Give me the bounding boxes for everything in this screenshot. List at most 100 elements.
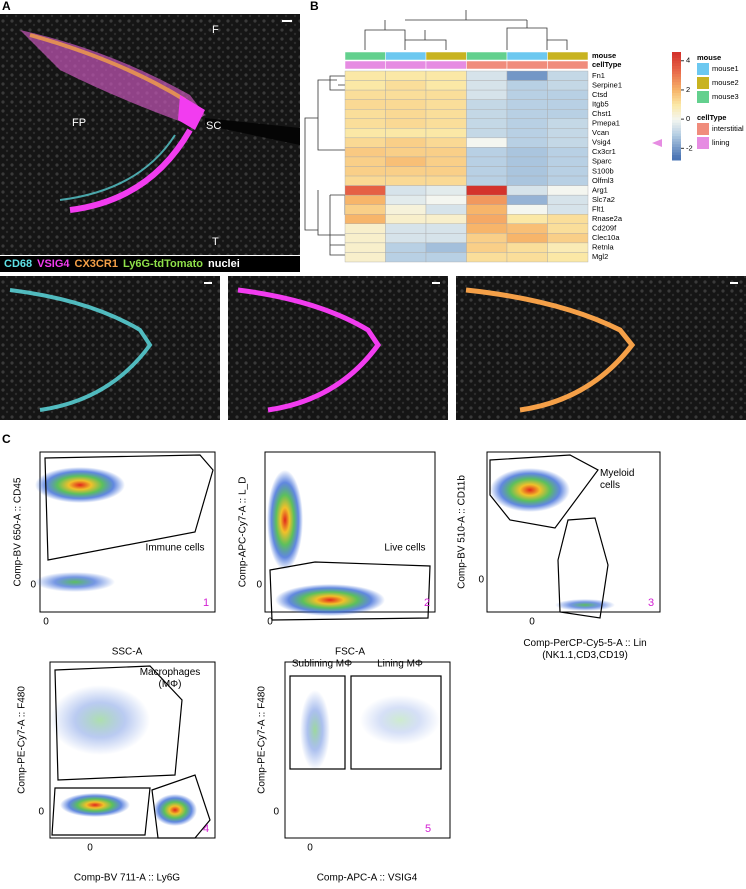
heatmap-cell <box>425 252 467 263</box>
colorbar-tick-label: 2 <box>686 85 690 94</box>
heatmap: mousecellTypeFn1Serpine1CtsdItgb5Chst1Pm… <box>344 51 744 263</box>
x-tick-label: 0 <box>43 617 49 628</box>
heatmap-cell <box>344 99 386 110</box>
colorbar-segment <box>672 138 681 142</box>
colorbar-segment <box>672 108 681 112</box>
x-tick-label: 0 <box>529 617 535 628</box>
heatmap-cell <box>425 233 467 244</box>
colorbar-segment <box>672 100 681 104</box>
gate-label: Lining MΦ <box>377 659 423 670</box>
heatmap-cell <box>425 166 467 177</box>
heatmap-cell <box>547 204 589 215</box>
heatmap-cell <box>466 233 508 244</box>
heatmap-cell <box>506 89 548 100</box>
heatmap-cell <box>344 185 386 196</box>
gate-label: Macrophages (MΦ) <box>139 667 201 690</box>
image-label: FP <box>72 117 86 129</box>
gene-label: Ctsd <box>592 90 607 99</box>
heatmap-cell <box>547 156 589 167</box>
annotation-cell <box>344 60 386 70</box>
heatmap-cell <box>547 137 589 148</box>
heatmap-cell <box>425 242 467 253</box>
colorbar-segment <box>672 76 681 80</box>
legend-title: cellType <box>697 113 726 122</box>
colorbar-segment <box>672 146 681 150</box>
heatmap-cell <box>344 204 386 215</box>
heatmap-cell <box>425 156 467 167</box>
annotation-cell <box>466 51 508 61</box>
channel-name: nuclei <box>208 258 240 270</box>
legend-swatch <box>697 123 709 135</box>
plot-number: 4 <box>203 823 209 835</box>
x-axis-label: Comp-PerCP-Cy5-5-A :: Lin (NK1.1,CD3,CD1… <box>523 638 647 661</box>
annotation-cell <box>466 60 508 70</box>
y-axis-label: Comp-PE-Cy7-A :: F480 <box>257 686 268 794</box>
legend-label: mouse1 <box>712 64 739 73</box>
image-label: SC <box>206 120 221 132</box>
heatmap-cell <box>466 223 508 234</box>
heatmap-cell <box>547 166 589 177</box>
annotation-cell <box>425 51 467 61</box>
gene-label: Sparc <box>592 157 612 166</box>
heatmap-cell <box>466 108 508 119</box>
colorbar-segment <box>672 103 681 107</box>
heatmap-cell <box>385 108 427 119</box>
heatmap-cell <box>547 242 589 253</box>
heatmap-cell <box>385 223 427 234</box>
heatmap-cell <box>385 80 427 91</box>
heatmap-cell <box>385 214 427 225</box>
gene-label: Cd209f <box>592 224 617 233</box>
x-axis-label: SSC-A <box>112 647 143 658</box>
annotation-cell <box>425 60 467 70</box>
colorbar-segment <box>672 122 681 126</box>
x-tick-label: 0 <box>267 617 273 628</box>
colorbar-segment <box>672 114 681 118</box>
annotation-cell <box>547 51 589 61</box>
heatmap-cell <box>385 118 427 129</box>
heatmap-cell <box>466 128 508 139</box>
annotation-cell <box>506 60 548 70</box>
y-tick-label: 0 <box>273 807 279 818</box>
colorbar-segment <box>672 65 681 69</box>
heatmap-cell <box>547 194 589 205</box>
x-axis-label: Comp-BV 711-A :: Ly6G <box>74 873 180 884</box>
heatmap-cell <box>506 175 548 186</box>
gene-label: Fn1 <box>592 71 605 80</box>
colorbar-segment <box>672 92 681 96</box>
channel-name: VSIG4 <box>37 258 70 270</box>
heatmap-cell <box>425 89 467 100</box>
legend-label: mouse2 <box>712 78 739 87</box>
heatmap-cell <box>466 194 508 205</box>
panel-label: B <box>310 0 319 13</box>
heatmap-cell <box>506 194 548 205</box>
gate-label: Sublining MΦ <box>292 659 352 670</box>
colorbar-segment <box>672 62 681 66</box>
heatmap-cell <box>466 166 508 177</box>
x-axis-label: Comp-APC-A :: VSIG4 <box>317 873 418 884</box>
gene-label: Serpine1 <box>592 80 622 89</box>
legend-label: mouse3 <box>712 92 739 101</box>
colorbar-segment <box>672 124 681 129</box>
colorbar-segment <box>672 97 681 102</box>
colorbar-segment <box>672 54 681 58</box>
heatmap-cell <box>385 89 427 100</box>
heatmap-cell <box>506 214 548 225</box>
image-label: T <box>212 236 219 248</box>
y-axis-label: Comp-BV 650-A :: CD45 <box>13 477 24 586</box>
colorbar-tick-label: 4 <box>686 56 690 65</box>
heatmap-cell <box>385 252 427 263</box>
colorbar-segment <box>672 127 681 131</box>
gene-label: Vsig4 <box>592 138 611 147</box>
heatmap-cell <box>506 147 548 158</box>
heatmap-cell <box>466 185 508 196</box>
heatmap-cell <box>385 156 427 167</box>
heatmap-cell <box>466 80 508 91</box>
heatmap-cell <box>466 137 508 148</box>
heatmap-cell <box>344 147 386 158</box>
heatmap-cell <box>425 137 467 148</box>
gene-label: Mgl2 <box>592 252 608 261</box>
x-tick-label: 0 <box>87 843 93 854</box>
heatmap-cell <box>466 242 508 253</box>
heatmap-cell <box>344 166 386 177</box>
